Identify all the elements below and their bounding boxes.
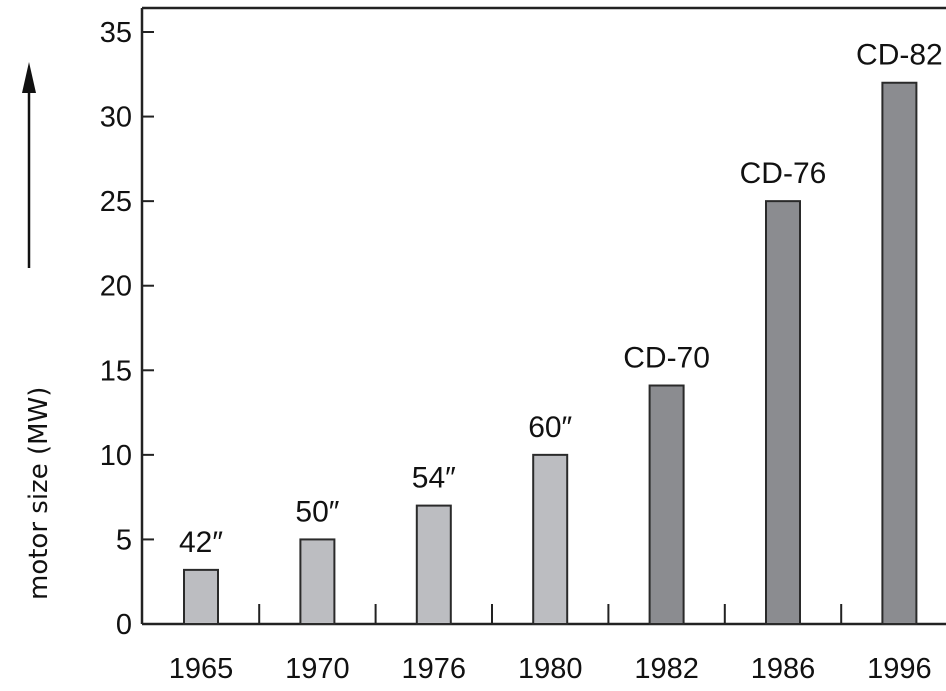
bar-1996 bbox=[881, 81, 918, 625]
bar-label-1996: CD-82 bbox=[856, 39, 943, 72]
x-tick-label-1970: 1970 bbox=[285, 653, 350, 685]
x-tick-label-1986: 1986 bbox=[751, 653, 816, 685]
bar-label-1970: 50″ bbox=[295, 495, 339, 528]
y-tick-label-0: 0 bbox=[116, 609, 132, 641]
x-tick-label-1980: 1980 bbox=[518, 653, 583, 685]
bar-label-1976: 54″ bbox=[412, 462, 456, 495]
y-axis-arrow-head bbox=[22, 62, 36, 93]
bar-1976 bbox=[415, 504, 452, 626]
bar-label-1965: 42″ bbox=[179, 526, 223, 559]
x-tick-label-1996: 1996 bbox=[867, 653, 932, 685]
y-tick-label-5: 5 bbox=[116, 524, 132, 556]
y-tick-label-15: 15 bbox=[100, 355, 132, 387]
y-tick-label-25: 25 bbox=[100, 186, 132, 218]
y-tick-label-35: 35 bbox=[100, 17, 132, 49]
x-tick-label-1965: 1965 bbox=[169, 653, 234, 685]
y-tick-label-30: 30 bbox=[100, 102, 132, 134]
bar-1970 bbox=[299, 538, 336, 626]
bar-label-1980: 60″ bbox=[528, 411, 572, 444]
bar-label-1982: CD-70 bbox=[623, 342, 710, 375]
bar-1965 bbox=[183, 568, 219, 625]
y-axis-title-group: motor size (MW) bbox=[22, 62, 54, 600]
plot-area: 0 5 10 15 20 25 30 35 1965 42″ 1970 50″ 1976 54″ 1980 6… bbox=[100, 6, 946, 685]
y-axis-title: motor size (MW) bbox=[24, 387, 54, 600]
x-tick-label-1982: 1982 bbox=[634, 653, 699, 685]
bar-1982 bbox=[648, 384, 685, 625]
x-tick-label-1976: 1976 bbox=[402, 653, 467, 685]
y-tick-label-10: 10 bbox=[100, 440, 132, 472]
bar-1980 bbox=[532, 453, 569, 625]
bar-label-1986: CD-76 bbox=[740, 157, 827, 190]
y-tick-label-20: 20 bbox=[100, 271, 132, 303]
bar-1986 bbox=[765, 200, 801, 625]
